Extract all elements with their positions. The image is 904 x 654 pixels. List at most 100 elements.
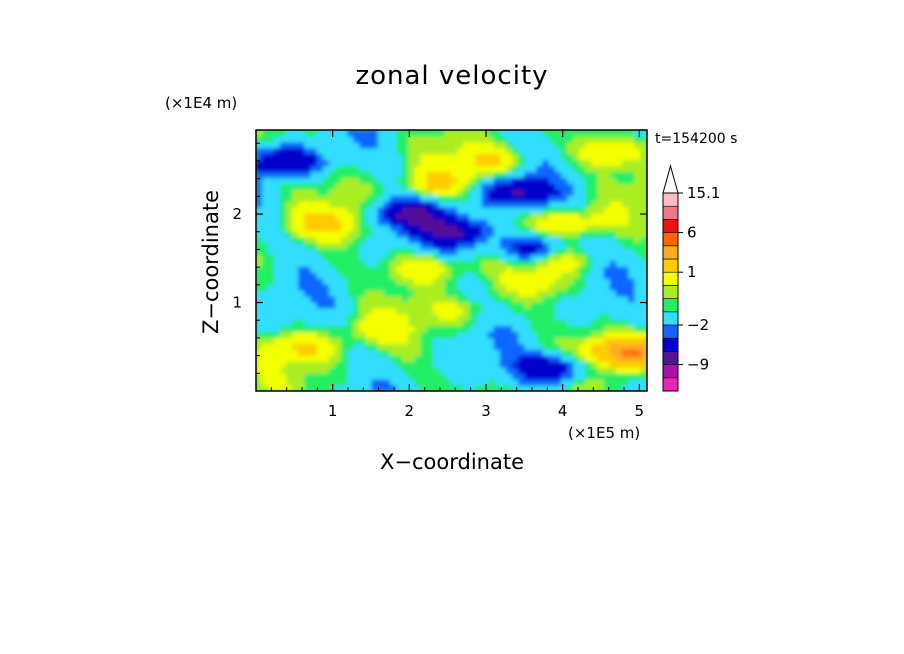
heatmap-cell xyxy=(640,331,647,339)
heatmap-cell xyxy=(402,378,410,386)
heatmap-cell xyxy=(640,141,647,149)
heatmap-cell xyxy=(359,206,367,214)
heatmap-cell xyxy=(353,343,361,350)
heatmap-cell xyxy=(304,289,312,297)
heatmap-cell xyxy=(316,360,324,368)
heatmap-cell xyxy=(457,331,465,339)
heatmap-cell xyxy=(279,194,288,202)
heatmap-cell xyxy=(341,271,349,279)
heatmap-cell xyxy=(322,212,330,220)
heatmap-cell xyxy=(536,348,544,356)
heatmap-cell xyxy=(286,343,294,350)
heatmap-cell xyxy=(487,283,495,291)
heatmap-cell xyxy=(591,242,599,250)
heatmap-cell xyxy=(292,366,300,374)
heatmap-cell xyxy=(444,135,452,143)
heatmap-cell xyxy=(420,260,428,267)
heatmap-cell xyxy=(341,212,349,220)
heatmap-cell xyxy=(389,295,398,303)
heatmap-cell xyxy=(310,343,318,350)
heatmap-cell xyxy=(438,295,446,303)
heatmap-cell xyxy=(353,230,361,238)
heatmap-cell xyxy=(279,372,288,380)
heatmap-cell xyxy=(591,271,599,279)
heatmap-cell xyxy=(451,224,459,232)
heatmap-cell xyxy=(487,182,495,190)
heatmap-cell xyxy=(573,384,581,391)
heatmap-cell xyxy=(298,348,306,356)
heatmap-cell xyxy=(463,242,471,250)
heatmap-cell xyxy=(414,301,422,309)
heatmap-cell xyxy=(341,230,349,238)
heatmap-cell xyxy=(292,384,300,391)
heatmap-cell xyxy=(512,194,520,202)
heatmap-cell xyxy=(396,307,404,315)
heatmap-cell xyxy=(451,337,459,345)
heatmap-cell xyxy=(585,366,593,374)
heatmap-cell xyxy=(579,212,587,220)
heatmap-cell xyxy=(365,176,373,184)
heatmap-cell xyxy=(347,265,355,273)
heatmap-cell xyxy=(304,366,312,374)
heatmap-cell xyxy=(518,348,526,356)
heatmap-cell xyxy=(628,159,636,167)
heatmap-cell xyxy=(322,260,330,267)
heatmap-cell xyxy=(273,182,281,190)
heatmap-cell xyxy=(603,224,611,232)
heatmap-cell xyxy=(322,348,330,356)
heatmap-cell xyxy=(518,254,526,261)
heatmap-cell xyxy=(316,325,324,333)
heatmap-cell xyxy=(383,159,391,167)
heatmap-cell xyxy=(634,236,642,244)
heatmap-cell xyxy=(597,271,605,279)
heatmap-cell xyxy=(505,165,514,173)
heatmap-cell xyxy=(273,325,281,333)
heatmap-cell xyxy=(347,206,355,214)
heatmap-cell xyxy=(512,188,520,196)
heatmap-cell xyxy=(475,260,483,267)
heatmap-cell xyxy=(414,337,422,345)
heatmap-cell xyxy=(554,366,562,374)
heatmap-cell xyxy=(444,277,452,285)
heatmap-cell xyxy=(377,301,385,309)
heatmap-cell xyxy=(628,277,636,285)
heatmap-cell xyxy=(328,135,336,143)
heatmap-cell xyxy=(524,307,532,315)
heatmap-cell xyxy=(286,212,294,220)
heatmap-cell xyxy=(438,337,446,345)
heatmap-cell xyxy=(256,295,263,303)
heatmap-cell xyxy=(279,343,288,350)
heatmap-cell xyxy=(536,194,544,202)
heatmap-cell xyxy=(475,212,483,220)
heatmap-cell xyxy=(505,176,514,184)
heatmap-cell xyxy=(261,242,269,250)
heatmap-cell xyxy=(371,141,379,149)
heatmap-cell xyxy=(530,348,538,356)
heatmap-cell xyxy=(622,248,630,256)
heatmap-cell xyxy=(487,348,495,356)
heatmap-cell xyxy=(304,254,312,261)
heatmap-cell xyxy=(328,194,336,202)
heatmap-cell xyxy=(328,372,336,380)
heatmap-cell xyxy=(512,307,520,315)
heatmap-cell xyxy=(530,224,538,232)
heatmap-cell xyxy=(426,135,434,143)
heatmap-cell xyxy=(640,135,647,143)
heatmap-cell xyxy=(481,260,489,267)
heatmap-cell xyxy=(499,165,507,173)
heatmap-cell xyxy=(560,212,569,220)
heatmap-cell xyxy=(402,331,410,339)
heatmap-cell xyxy=(322,254,330,261)
heatmap-cell xyxy=(579,194,587,202)
heatmap-cell xyxy=(548,307,556,315)
heatmap-cell xyxy=(560,176,569,184)
heatmap-cell xyxy=(438,206,446,214)
heatmap-cell xyxy=(365,182,373,190)
heatmap-cell xyxy=(353,159,361,167)
heatmap-cell xyxy=(609,159,617,167)
heatmap-cell xyxy=(554,176,562,184)
heatmap-cell xyxy=(640,260,647,267)
heatmap-cell xyxy=(475,141,483,149)
heatmap-cell xyxy=(334,307,343,315)
heatmap-cell xyxy=(597,295,605,303)
